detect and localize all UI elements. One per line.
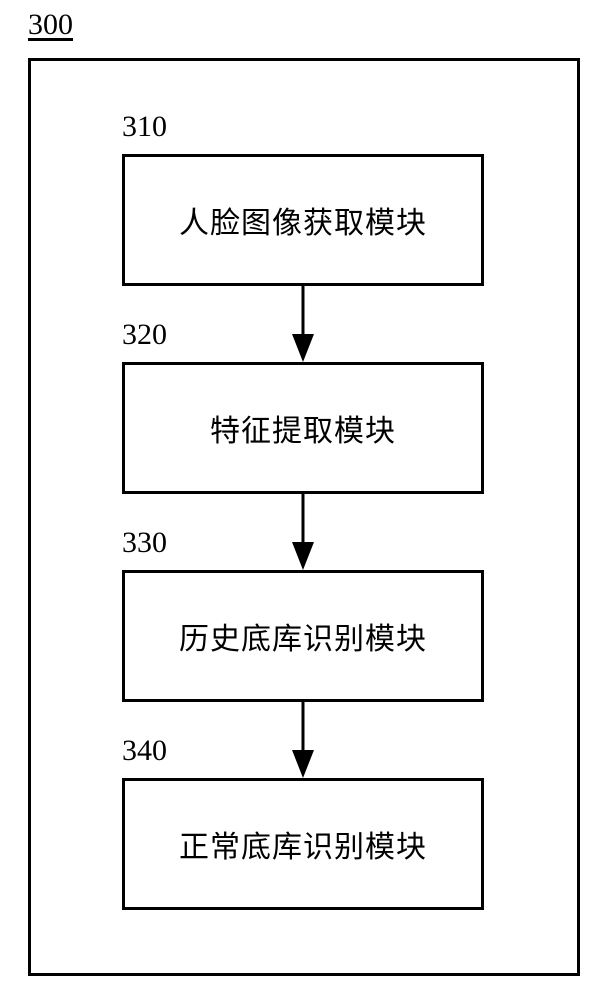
node-number-340: 340 — [122, 734, 167, 768]
node-label-340: 正常底库识别模块 — [179, 822, 427, 866]
diagram-canvas: 300 310 人脸图像获取模块 320 特征提取模块 330 历史底库识别模块… — [0, 0, 607, 1000]
node-number-320: 320 — [122, 318, 167, 352]
node-320: 特征提取模块 — [122, 362, 484, 494]
node-330: 历史底库识别模块 — [122, 570, 484, 702]
node-number-330: 330 — [122, 526, 167, 560]
edge-330-340 — [288, 702, 318, 778]
outer-label: 300 — [28, 8, 73, 42]
node-label-310: 人脸图像获取模块 — [179, 198, 427, 242]
node-label-320: 特征提取模块 — [210, 406, 396, 450]
edge-320-330 — [288, 494, 318, 570]
node-number-310: 310 — [122, 110, 167, 144]
node-label-330: 历史底库识别模块 — [179, 614, 427, 658]
node-310: 人脸图像获取模块 — [122, 154, 484, 286]
node-340: 正常底库识别模块 — [122, 778, 484, 910]
edge-310-320 — [288, 286, 318, 362]
